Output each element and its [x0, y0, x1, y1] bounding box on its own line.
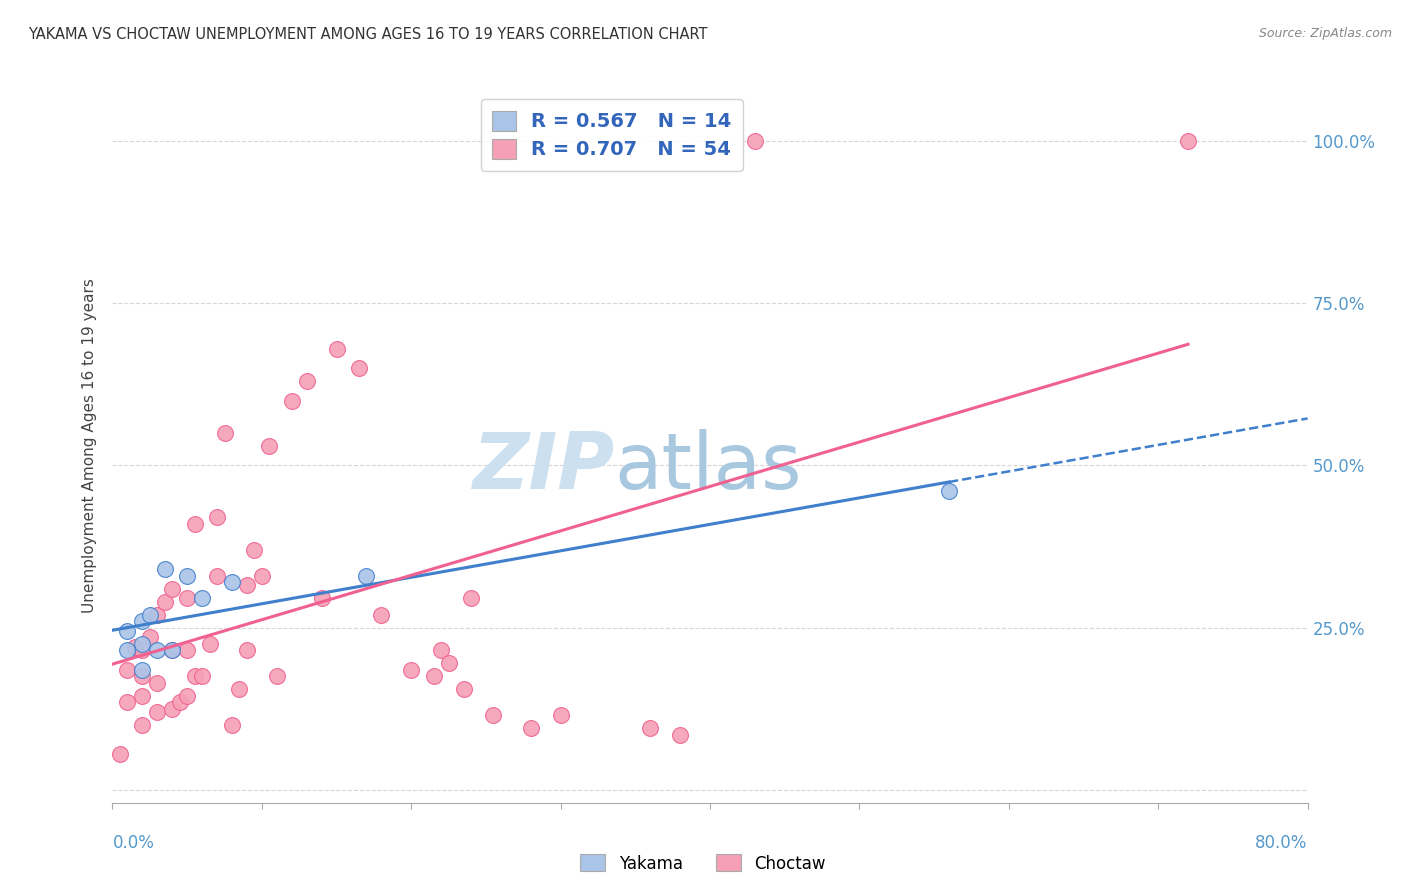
Point: [146, 607, 169, 622]
Point: [281, 393, 304, 408]
Point: [117, 663, 139, 677]
Text: 0.0%: 0.0%: [112, 834, 155, 852]
Legend: R = 0.567   N = 14, R = 0.707   N = 54: R = 0.567 N = 14, R = 0.707 N = 54: [481, 99, 744, 171]
Point: [430, 643, 453, 657]
Point: [325, 342, 347, 356]
Point: [124, 640, 146, 654]
Point: [176, 591, 198, 606]
Legend: Yakama, Choctaw: Yakama, Choctaw: [574, 847, 832, 880]
Point: [139, 631, 162, 645]
Point: [153, 562, 176, 576]
Point: [131, 663, 153, 677]
Point: [669, 728, 692, 742]
Point: [356, 568, 378, 582]
Point: [744, 134, 766, 148]
Point: [460, 591, 482, 606]
Point: [938, 484, 960, 499]
Point: [162, 702, 183, 716]
Point: [169, 695, 191, 709]
Point: [117, 643, 139, 657]
Point: [146, 675, 169, 690]
Point: [520, 721, 543, 735]
Text: YAKAMA VS CHOCTAW UNEMPLOYMENT AMONG AGES 16 TO 19 YEARS CORRELATION CHART: YAKAMA VS CHOCTAW UNEMPLOYMENT AMONG AGE…: [28, 27, 707, 42]
Point: [205, 510, 228, 524]
Point: [176, 689, 198, 703]
Text: Source: ZipAtlas.com: Source: ZipAtlas.com: [1258, 27, 1392, 40]
Point: [131, 637, 153, 651]
Y-axis label: Unemployment Among Ages 16 to 19 years: Unemployment Among Ages 16 to 19 years: [82, 278, 97, 614]
Point: [550, 708, 572, 723]
Point: [482, 708, 505, 723]
Point: [139, 607, 162, 622]
Point: [236, 578, 259, 592]
Point: [183, 516, 205, 531]
Point: [191, 669, 214, 683]
Point: [162, 643, 183, 657]
Point: [117, 695, 139, 709]
Point: [131, 614, 153, 628]
Point: [236, 643, 259, 657]
Point: [401, 663, 423, 677]
Point: [162, 582, 183, 596]
Point: [108, 747, 131, 761]
Point: [214, 425, 236, 440]
Text: ZIP: ZIP: [472, 429, 614, 506]
Point: [295, 374, 318, 388]
Point: [117, 624, 139, 638]
Point: [146, 705, 169, 719]
Point: [311, 591, 333, 606]
Point: [146, 643, 169, 657]
Point: [422, 669, 444, 683]
Point: [1177, 134, 1199, 148]
Point: [191, 591, 214, 606]
Point: [131, 669, 153, 683]
Point: [250, 568, 273, 582]
Point: [162, 643, 183, 657]
Point: [370, 607, 392, 622]
Point: [153, 595, 176, 609]
Point: [131, 718, 153, 732]
Point: [243, 542, 266, 557]
Point: [221, 575, 243, 590]
Point: [453, 682, 475, 697]
Text: atlas: atlas: [614, 429, 801, 506]
Point: [176, 643, 198, 657]
Point: [205, 568, 228, 582]
Text: 80.0%: 80.0%: [1256, 834, 1308, 852]
Point: [131, 643, 153, 657]
Point: [176, 568, 198, 582]
Point: [347, 361, 370, 376]
Point: [259, 439, 281, 453]
Point: [221, 718, 243, 732]
Point: [266, 669, 288, 683]
Point: [198, 637, 221, 651]
Point: [638, 721, 662, 735]
Point: [183, 669, 205, 683]
Point: [228, 682, 250, 697]
Point: [131, 689, 153, 703]
Point: [437, 657, 460, 671]
